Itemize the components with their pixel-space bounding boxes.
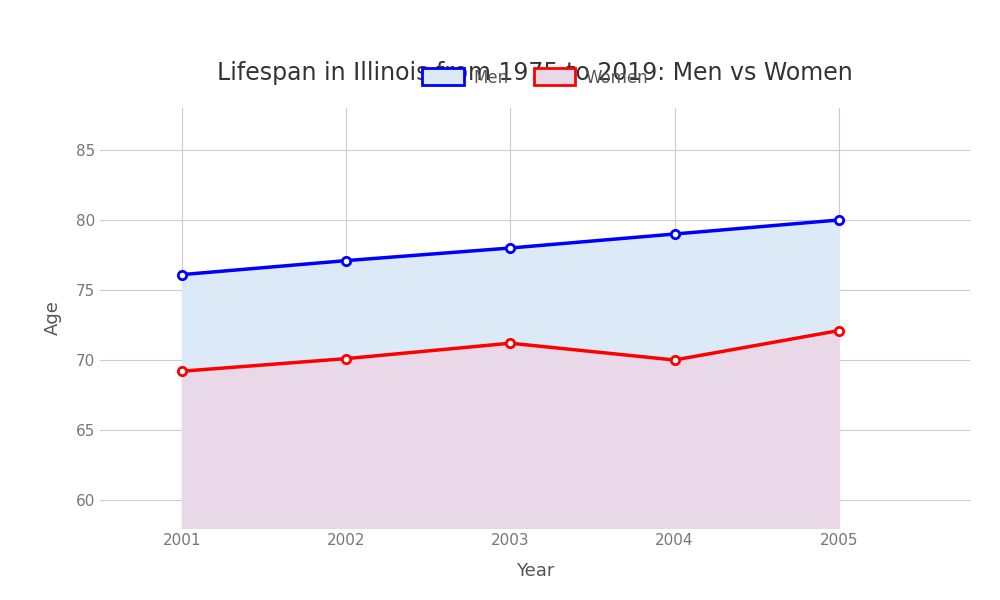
Title: Lifespan in Illinois from 1975 to 2019: Men vs Women: Lifespan in Illinois from 1975 to 2019: … xyxy=(217,61,853,85)
Y-axis label: Age: Age xyxy=(44,301,62,335)
X-axis label: Year: Year xyxy=(516,562,554,580)
Legend: Men, Women: Men, Women xyxy=(415,62,655,93)
